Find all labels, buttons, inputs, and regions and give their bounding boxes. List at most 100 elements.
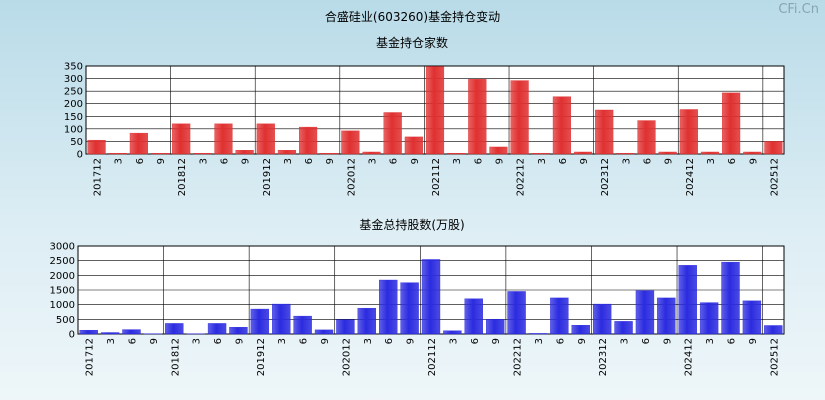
shares-y-tick-label: 3000 xyxy=(50,242,75,253)
shares-bar xyxy=(507,291,526,335)
holdings-bar xyxy=(743,151,762,155)
holdings-bar xyxy=(595,109,614,155)
holdings-bar xyxy=(425,66,445,155)
shares-bar xyxy=(293,315,312,335)
holdings-x-tick-label: 3 xyxy=(283,158,294,164)
shares-x-tick-label: 201912 xyxy=(256,338,267,376)
holdings-bar xyxy=(87,139,106,155)
shares-x-tick-label: 6 xyxy=(555,338,566,344)
holdings-x-tick-label: 202512 xyxy=(769,158,780,196)
holdings-x-tick-label: 202212 xyxy=(516,158,527,196)
holdings-x-tick-label: 9 xyxy=(579,158,590,164)
holdings-bar xyxy=(489,146,508,155)
holdings-y-tick-label: 100 xyxy=(64,124,83,135)
holdings-y-tick-label: 0 xyxy=(77,150,83,161)
holdings-x-tick-label: 3 xyxy=(198,158,209,164)
shares-bar xyxy=(229,327,248,335)
shares-bar xyxy=(635,290,655,335)
holdings-x-tick-label: 9 xyxy=(156,158,167,164)
holdings-bar xyxy=(616,153,635,155)
shares-bar xyxy=(742,300,762,335)
holdings-bar xyxy=(129,132,148,155)
holdings-x-tick-label: 201912 xyxy=(262,158,273,196)
shares-y-tick-label: 500 xyxy=(56,315,75,326)
chart-title-total-shares: 基金总持股数(万股) xyxy=(359,217,464,232)
shares-bar xyxy=(528,333,548,335)
holdings-y-tick-label: 50 xyxy=(70,137,83,148)
holdings-x-tick-label: 9 xyxy=(664,158,675,164)
holdings-x-tick-label: 3 xyxy=(537,158,548,164)
holdings-x-tick-label: 202412 xyxy=(685,158,696,196)
holdings-bar xyxy=(172,123,191,155)
shares-x-tick-label: 6 xyxy=(213,338,224,344)
shares-x-tick-label: 6 xyxy=(384,338,395,344)
shares-x-tick-label: 6 xyxy=(727,338,738,344)
shares-x-tick-label: 202312 xyxy=(598,338,609,376)
shares-bar xyxy=(336,319,355,335)
shares-bar xyxy=(614,321,633,335)
holdings-x-tick-label: 9 xyxy=(325,158,336,164)
shares-bar xyxy=(165,323,184,335)
shares-x-tick-label: 202512 xyxy=(769,338,780,376)
holdings-y-tick-label: 250 xyxy=(64,87,83,98)
holdings-x-tick-label: 6 xyxy=(643,158,654,164)
holdings-x-tick-label: 6 xyxy=(304,158,315,164)
chart-title-holdings-count: 基金持仓家数 xyxy=(376,35,448,50)
shares-bar xyxy=(207,323,227,335)
shares-bar xyxy=(592,303,612,335)
page-title: 合盛硅业(603260)基金持仓变动 xyxy=(324,10,501,24)
holdings-bar xyxy=(193,153,212,155)
shares-y-tick-label: 0 xyxy=(69,330,75,341)
shares-x-tick-label: 3 xyxy=(620,338,631,344)
holdings-bar xyxy=(341,130,360,155)
holdings-bar xyxy=(383,112,402,155)
shares-x-tick-label: 3 xyxy=(277,338,288,344)
shares-bar xyxy=(357,307,377,335)
holdings-x-tick-label: 6 xyxy=(473,158,484,164)
holdings-x-tick-label: 202312 xyxy=(600,158,611,196)
holdings-bar xyxy=(150,153,170,155)
watermark-logo: CFi.Cn xyxy=(778,2,819,17)
shares-bar xyxy=(314,329,334,335)
chart-total-shares: 0 500 1000 1500 2000 2500 3000 201712 3 6 9 201812 3… xyxy=(50,242,785,376)
shares-bar xyxy=(443,330,462,335)
shares-bar xyxy=(657,297,676,335)
shares-bar xyxy=(464,298,483,335)
holdings-x-tick-label: 202012 xyxy=(346,158,357,196)
shares-bar xyxy=(764,325,783,335)
holdings-x-tick-label: 9 xyxy=(748,158,759,164)
holdings-x-tick-label: 3 xyxy=(114,158,125,164)
shares-x-tick-label: 9 xyxy=(320,338,331,344)
shares-bar xyxy=(379,279,398,335)
holdings-y-tick-label: 200 xyxy=(64,99,83,110)
shares-x-tick-label: 9 xyxy=(748,338,759,344)
shares-x-tick-label: 202412 xyxy=(684,338,695,376)
holdings-bar xyxy=(637,120,656,155)
holdings-bar xyxy=(362,151,381,155)
holdings-bar xyxy=(256,123,275,155)
shares-x-tick-label: 3 xyxy=(363,338,374,344)
holdings-x-tick-label: 6 xyxy=(389,158,400,164)
shares-bar xyxy=(272,303,291,335)
holdings-x-tick-label: 3 xyxy=(368,158,379,164)
holdings-bar xyxy=(531,153,550,155)
holdings-x-tick-label: 3 xyxy=(621,158,632,164)
holdings-x-tick-label: 202112 xyxy=(431,158,442,196)
holdings-bar xyxy=(510,80,529,155)
shares-bar xyxy=(79,329,98,335)
holdings-bar xyxy=(552,96,571,155)
holdings-bar xyxy=(722,92,741,155)
holdings-bar xyxy=(404,136,423,155)
shares-x-tick-label: 9 xyxy=(662,338,673,344)
holdings-bar xyxy=(700,151,720,155)
shares-x-tick-label: 9 xyxy=(577,338,588,344)
holdings-bar xyxy=(679,109,698,155)
shares-y-tick-label: 2500 xyxy=(50,256,75,267)
holdings-bar xyxy=(764,141,783,155)
holdings-x-tick-label: 6 xyxy=(135,158,146,164)
shares-x-tick-label: 202012 xyxy=(341,338,352,376)
shares-bar xyxy=(100,332,120,335)
shares-bar xyxy=(485,319,505,335)
shares-y-tick-label: 1500 xyxy=(50,286,75,297)
holdings-x-tick-label: 9 xyxy=(410,158,421,164)
